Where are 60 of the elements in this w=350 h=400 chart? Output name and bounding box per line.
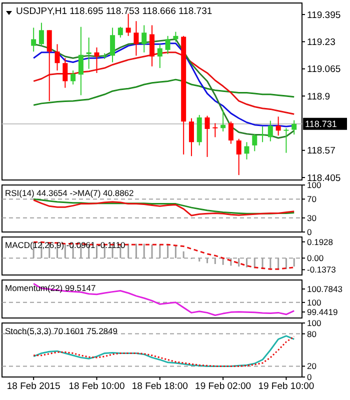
- candlestick: [276, 116, 281, 136]
- y-tick-label: 118.9: [307, 91, 330, 102]
- candlestick: [228, 121, 234, 144]
- candlestick: [244, 142, 250, 160]
- ref-line-label: 118.731: [305, 119, 337, 130]
- candlestick: [86, 37, 92, 70]
- x-tick-label: 18 Feb 2015: [6, 381, 60, 392]
- x-tick-label: 19 Feb 02:00: [195, 381, 252, 392]
- chart-title: Stoch(5,3,3) 70.1601 75.2849: [5, 326, 118, 336]
- candlestick: [204, 115, 210, 158]
- candlestick: [110, 27, 116, 63]
- candlestick: [38, 22, 44, 46]
- candlestick: [260, 126, 266, 143]
- y-tick-label: 100.7843: [307, 284, 343, 294]
- y-tick-label: 118.57: [307, 146, 336, 157]
- candlestick: [188, 118, 194, 157]
- chart-title: RSI(14) 44.3654 ->MA(7) 40.8862: [5, 188, 134, 198]
- candlestick: [78, 26, 84, 96]
- candlestick: [292, 120, 297, 136]
- y-tick-label: 119.23: [307, 37, 336, 48]
- candlestick: [165, 35, 170, 55]
- x-tick-label: 19 Feb 10:00: [258, 381, 314, 392]
- y-tick-label: 0.1928: [307, 236, 334, 247]
- y-tick-label: 70: [307, 194, 317, 204]
- candlestick: [236, 138, 242, 176]
- y-tick-label: 99.4419: [307, 306, 338, 317]
- x-tick-label: 18 Feb 10:00: [68, 381, 125, 392]
- candlestick: [94, 46, 100, 74]
- candlestick: [150, 24, 154, 67]
- candlestick: [31, 27, 36, 52]
- candlestick: [212, 122, 218, 138]
- chart-title: MACD(12,26,9) -0.0961 -0.1110: [5, 240, 126, 250]
- y-tick-label: -0.1373: [307, 264, 336, 275]
- candlestick: [54, 44, 60, 72]
- candlestick: [126, 13, 131, 36]
- candlestick: [252, 133, 258, 152]
- candlestick: [284, 128, 289, 154]
- y-tick-label: 119.395: [307, 10, 341, 21]
- y-tick-label: 119.065: [307, 64, 341, 76]
- candlestick: [268, 120, 273, 142]
- y-tick-label: 100: [307, 318, 322, 328]
- y-tick-label: 30: [307, 212, 317, 223]
- candlestick: [62, 58, 68, 88]
- y-tick-label: 100: [307, 297, 322, 308]
- candlestick: [118, 26, 123, 38]
- line-series: [32, 78, 295, 106]
- candlestick: [220, 110, 226, 132]
- y-tick-label: 0: [307, 372, 312, 382]
- x-tick-label: 18 Feb 18:00: [132, 381, 188, 392]
- y-tick-label: 0.00: [307, 253, 324, 264]
- y-tick-label: 80: [307, 328, 317, 339]
- candlestick: [142, 24, 147, 53]
- candlestick: [173, 31, 178, 42]
- y-tick-label: 20: [307, 361, 317, 372]
- chart-title: USDJPY,H1 118.695 118.753 118.666 118.731: [16, 6, 212, 17]
- candlestick: [134, 20, 139, 56]
- y-tick-label: 0: [307, 226, 312, 237]
- candlestick: [157, 44, 162, 69]
- candlestick: [46, 30, 52, 102]
- candlestick: [70, 70, 76, 85]
